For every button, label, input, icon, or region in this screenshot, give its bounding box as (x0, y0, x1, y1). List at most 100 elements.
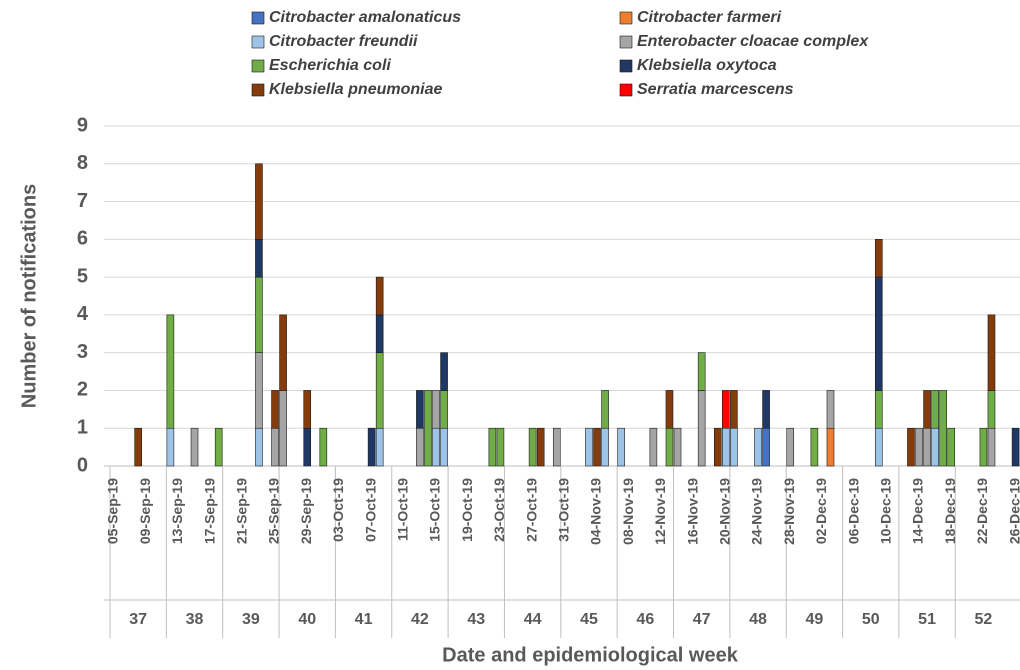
bar-segment (826, 390, 835, 429)
week-label: 51 (918, 611, 936, 628)
bar-segment (166, 427, 175, 467)
bar-segment (134, 427, 142, 467)
bar-segment (190, 427, 199, 467)
bar-segment (255, 239, 263, 278)
week-label: 47 (693, 611, 711, 628)
bar-segment (665, 390, 674, 429)
legend-swatch (251, 83, 265, 97)
y-tick-label: 2 (77, 379, 88, 401)
legend-swatch (619, 83, 633, 97)
week-label: 52 (975, 611, 993, 628)
y-axis-title: Number of notifications (18, 184, 40, 408)
bar-segment (303, 427, 312, 467)
x-tick-label: 03-Oct-19 (330, 478, 346, 542)
x-tick-label: 16-Nov-19 (684, 478, 700, 545)
bar-segment (874, 427, 883, 467)
x-tick-label: 06-Dec-19 (845, 478, 861, 544)
bar-segment (271, 390, 279, 429)
legend-swatch (251, 11, 265, 25)
bar-segment (440, 390, 448, 429)
x-tick-label: 31-Oct-19 (556, 478, 572, 542)
bar-segment (552, 427, 561, 467)
x-tick-label: 05-Sep-19 (105, 478, 121, 544)
bar-segment (214, 427, 223, 467)
legend-label: Citrobacter farmeri (637, 9, 782, 26)
bar-segment (375, 314, 384, 353)
bar-segment (367, 427, 376, 467)
x-tick-label: 28-Nov-19 (781, 478, 797, 545)
bar-segment (416, 427, 424, 467)
week-label: 42 (411, 611, 429, 628)
x-tick-label: 13-Sep-19 (169, 478, 185, 544)
x-tick-label: 15-Oct-19 (427, 478, 443, 542)
legend-label: Citrobacter freundii (269, 33, 418, 50)
week-label: 39 (242, 611, 260, 628)
bar-segment (536, 427, 545, 467)
x-tick-label: 11-Oct-19 (395, 478, 411, 541)
week-label: 48 (749, 611, 767, 628)
week-label: 46 (636, 611, 654, 628)
bar-segment (271, 427, 279, 467)
x-tick-label: 17-Sep-19 (201, 478, 217, 544)
legend-label: Klebsiella pneumoniae (269, 81, 442, 98)
bar-segment (319, 427, 328, 467)
bar-segment (488, 427, 497, 467)
bar-segment (432, 390, 440, 429)
y-tick-label: 0 (77, 454, 88, 476)
bar-segment (697, 352, 706, 391)
bar-segment (939, 390, 947, 467)
bar-segment (754, 427, 762, 467)
y-tick-label: 7 (77, 190, 88, 212)
bar-segment (915, 427, 923, 467)
bar-segment (649, 427, 658, 467)
bar-segment (255, 427, 263, 467)
bar-segment (923, 390, 931, 429)
bar-segment (786, 427, 795, 467)
week-label: 45 (580, 611, 598, 628)
legend-swatch (619, 35, 633, 49)
legend-label: Citrobacter amalonaticus (269, 9, 461, 26)
bar-segment (762, 427, 770, 467)
bar-segment (665, 427, 674, 467)
x-tick-label: 25-Sep-19 (266, 478, 282, 544)
bar-segment (496, 427, 505, 467)
x-tick-label: 07-Oct-19 (362, 478, 378, 542)
bar-segment (279, 314, 287, 391)
week-label: 44 (524, 611, 542, 628)
legend-swatch (251, 59, 265, 73)
bar-segment (697, 390, 706, 467)
bar-segment (601, 390, 609, 429)
y-tick-label: 4 (77, 303, 89, 325)
x-tick-label: 09-Sep-19 (137, 478, 153, 544)
bar-segment (713, 427, 722, 467)
bar-segment (593, 427, 601, 467)
bar-segment (947, 427, 956, 467)
legend-swatch (619, 11, 633, 25)
bar-segment (874, 276, 883, 391)
y-tick-label: 9 (77, 114, 88, 136)
x-tick-label: 24-Nov-19 (749, 478, 765, 545)
x-tick-label: 19-Oct-19 (459, 478, 475, 542)
bar-segment (1011, 427, 1020, 467)
bar-segment (979, 427, 988, 467)
x-tick-label: 18-Dec-19 (942, 478, 958, 544)
bar-segment (987, 427, 996, 467)
legend-label: Serratia marcescens (637, 81, 794, 98)
bar-segment (303, 390, 312, 429)
bar-segment (673, 427, 682, 467)
bar-segment (874, 239, 883, 278)
bar-segment (416, 390, 424, 429)
week-label: 43 (467, 611, 485, 628)
bar-segment (617, 427, 625, 467)
bar-segment (722, 390, 730, 429)
week-label: 49 (805, 611, 823, 628)
bar-segment (826, 427, 835, 467)
bar-segment (923, 427, 931, 467)
bar-segment (722, 427, 730, 467)
legend-label: Enterobacter cloacae complex (637, 33, 869, 50)
x-tick-label: 23-Oct-19 (491, 478, 507, 542)
week-label: 40 (298, 611, 316, 628)
y-tick-label: 6 (77, 228, 88, 250)
bar-segment (375, 276, 384, 316)
